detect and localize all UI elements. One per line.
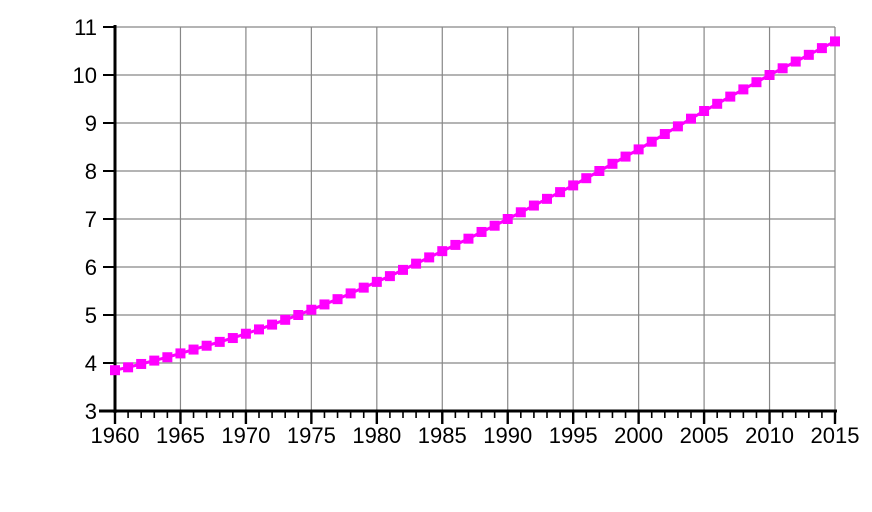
data-point-marker [424,252,435,263]
data-point-marker [659,129,670,140]
data-point-marker [175,348,186,359]
data-point-marker [437,246,448,257]
data-point-marker [267,319,278,330]
data-point-marker [162,352,173,363]
data-point-marker [384,271,395,282]
y-axis-tick-label: 5 [85,303,97,328]
y-axis-tick-label: 7 [85,207,97,232]
data-point-marker [489,220,500,231]
data-point-marker [214,336,225,347]
data-point-marker [398,264,408,275]
data-point-marker [790,56,801,67]
data-point-marker [358,282,369,293]
data-point-marker [227,333,238,344]
data-point-marker [254,324,264,335]
data-point-marker [515,207,526,218]
data-point-marker [110,365,120,376]
data-point-marker [620,151,631,162]
data-series-line [114,40,836,372]
data-point-marker [594,166,605,176]
data-point-marker [725,91,736,102]
data-point-marker [751,77,762,88]
y-axis-tick-label: 11 [74,15,97,40]
x-axis-tick-label: 1980 [352,423,401,448]
data-point-marker [240,328,251,339]
x-axis-tick-label: 1960 [91,423,140,448]
y-axis-tick-label: 8 [85,159,97,184]
data-point-marker [123,362,134,373]
data-point-marker [764,70,775,80]
y-axis-tick-label: 10 [73,63,97,88]
data-point-marker [201,340,212,351]
data-point-marker [188,344,199,355]
data-point-marker [542,193,552,204]
data-point-marker [463,233,474,244]
data-point-marker [816,43,827,54]
data-point-marker [646,136,657,147]
data-point-marker [411,258,422,269]
x-axis-tick-label: 1985 [418,423,467,448]
data-point-marker [830,36,840,47]
data-point-marker [149,355,160,366]
data-point-marker [345,288,356,299]
x-axis-tick-label: 2005 [680,423,729,448]
x-axis-tick-label: 2015 [811,423,860,448]
y-axis-tick-label: 3 [85,399,97,424]
data-point-marker [738,84,749,95]
x-axis-tick-label: 1965 [156,423,205,448]
x-axis-tick-label: 1995 [549,423,598,448]
data-point-marker [319,299,330,310]
data-point-marker [555,187,566,198]
data-point-marker [450,239,461,250]
x-axis-tick-label: 2000 [614,423,663,448]
data-point-marker [502,214,513,224]
data-point-marker [581,173,592,184]
data-point-marker [293,310,304,320]
data-point-marker [528,200,539,211]
data-point-marker [332,294,343,305]
data-point-marker [633,144,644,155]
x-axis-tick-label: 1975 [287,423,336,448]
data-point-marker [568,180,579,191]
data-point-marker [803,49,814,60]
data-point-marker [280,314,291,325]
data-point-marker [686,113,696,124]
data-point-marker [371,276,382,287]
data-point-marker [699,106,710,116]
y-axis-tick-label: 9 [85,111,97,136]
data-point-marker [672,121,683,132]
data-point-marker [136,358,147,369]
y-axis-tick-label: 4 [85,351,97,376]
y-axis-tick-label: 6 [85,255,97,280]
data-point-marker [306,304,317,315]
x-axis-tick-label: 1990 [483,423,532,448]
x-axis-tick-label: 2010 [745,423,794,448]
x-axis-tick-label: 1970 [221,423,270,448]
data-point-marker [476,226,487,237]
data-point-marker [607,158,618,169]
data-point-marker [712,98,723,109]
data-point-marker [777,63,788,74]
